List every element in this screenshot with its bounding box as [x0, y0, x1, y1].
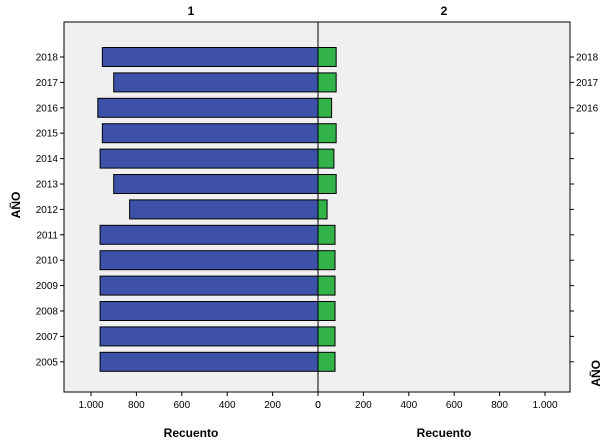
y-tick-label-left-2012: 2012: [36, 205, 59, 216]
bar-right-2005: [317, 351, 336, 372]
panel-label-2: 2: [441, 4, 448, 18]
bar-right-2009: [317, 275, 336, 296]
x-axis-title-right: Recuento: [417, 426, 472, 440]
bar-right-2018: [317, 47, 337, 67]
y-tick-label-left-2007: 2007: [36, 332, 59, 343]
y-tick-label-left-2018: 2018: [36, 53, 59, 64]
x-tick-label-left-0: 1.000: [78, 400, 103, 411]
bar-left-2013: [113, 174, 319, 194]
y-tick-label-left-2014: 2014: [36, 154, 59, 165]
bar-left-2016: [97, 97, 319, 118]
bar-left-2017: [113, 72, 319, 93]
x-tick-label-left-3: 400: [219, 400, 236, 411]
x-tick-label-right-4: 800: [491, 400, 508, 411]
y-tick-label-left-2015: 2015: [36, 129, 59, 140]
bar-left-2018: [101, 47, 319, 67]
x-tick-label-right-1: 200: [355, 400, 372, 411]
bar-right-2014: [317, 148, 335, 169]
bar-right-2016: [317, 97, 333, 118]
x-tick-label-right-5: 1.000: [532, 400, 557, 411]
y-tick-label-left-2008: 2008: [36, 307, 59, 318]
x-tick-label-right-3: 600: [446, 400, 463, 411]
bar-right-2017: [317, 72, 337, 93]
x-tick-label-left-1: 800: [128, 400, 145, 411]
bar-left-2011: [99, 224, 319, 245]
y-tick-label-right-2016: 2016: [576, 103, 599, 114]
bar-left-2010: [99, 250, 319, 271]
x-tick-label-left-4: 200: [264, 400, 281, 411]
y-tick-label-left-2017: 2017: [36, 78, 59, 89]
y-tick-label-left-2013: 2013: [36, 180, 59, 191]
x-tick-label-left-2: 600: [173, 400, 190, 411]
bar-left-2005: [99, 351, 319, 372]
y-axis-title-right: AÑO: [588, 360, 603, 387]
bar-left-2012: [129, 199, 319, 220]
bar-right-2010: [317, 250, 336, 271]
bar-right-2011: [317, 224, 336, 245]
x-tick-label-right-2: 400: [400, 400, 417, 411]
bar-right-2012: [317, 199, 328, 220]
bar-left-2007: [99, 326, 319, 347]
x-tick-label-right-0: 0: [315, 400, 321, 411]
bar-right-2007: [317, 326, 336, 347]
y-tick-label-left-2010: 2010: [36, 256, 59, 267]
bar-left-2014: [99, 148, 319, 169]
y-tick-label-left-2005: 2005: [36, 357, 59, 368]
y-tick-label-left-2016: 2016: [36, 103, 59, 114]
y-tick-label-left-2009: 2009: [36, 281, 59, 292]
bar-right-2013: [317, 174, 337, 194]
bar-left-2015: [101, 123, 319, 144]
bar-right-2008: [317, 301, 336, 321]
panel-label-1: 1: [188, 4, 195, 18]
y-tick-label-right-2017: 2017: [576, 78, 599, 89]
bar-right-2015: [317, 123, 337, 144]
x-axis-title-left: Recuento: [164, 426, 219, 440]
y-tick-label-left-2011: 2011: [36, 230, 58, 241]
bar-left-2008: [99, 301, 319, 321]
x-tick-label-left-5: 0: [315, 400, 321, 411]
y-tick-label-right-2018: 2018: [576, 53, 599, 64]
y-axis-title-left: AÑO: [8, 192, 23, 219]
bar-left-2009: [99, 275, 319, 296]
